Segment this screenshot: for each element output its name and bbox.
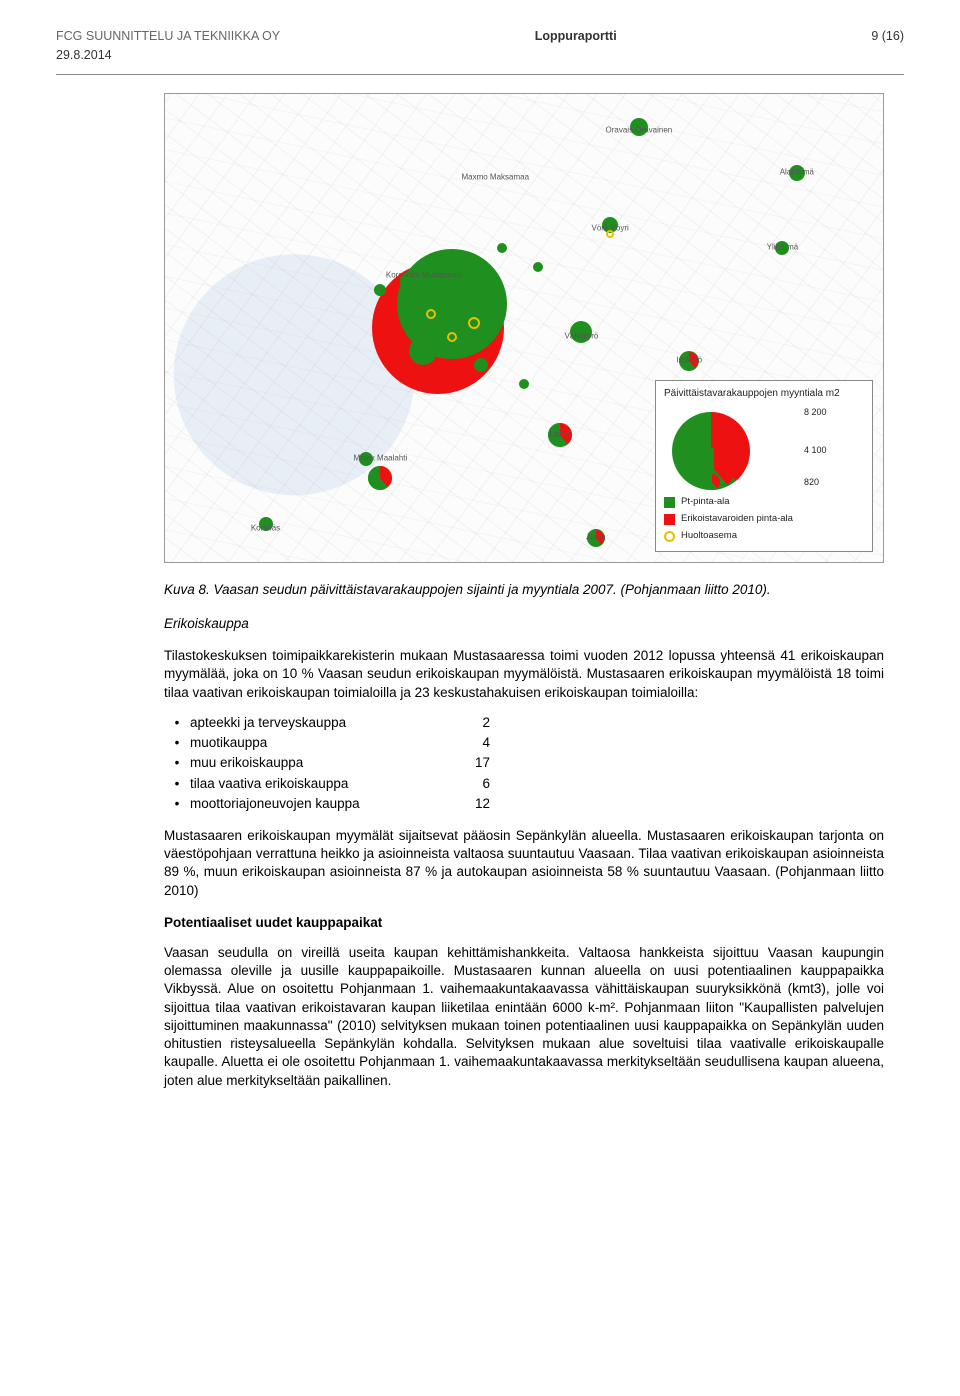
map-place-label: Laihia [549, 430, 570, 441]
bullet-label: apteekki ja terveyskauppa [190, 714, 450, 732]
bullet-value: 12 [450, 795, 490, 813]
bullet-label: muotikauppa [190, 734, 450, 752]
legend-v1: 8 200 [804, 406, 827, 418]
list-item: tilaa vaativa erikoiskauppa6 [164, 775, 884, 793]
bullet-list: apteekki ja terveyskauppa2muotikauppa4mu… [164, 714, 884, 813]
legend-row-pt: Pt-pinta-ala [664, 496, 864, 509]
para-1: Tilastokeskuksen toimipaikkarekisterin m… [164, 647, 884, 702]
list-item: muotikauppa4 [164, 734, 884, 752]
list-item: moottoriajoneuvojen kauppa12 [164, 795, 884, 813]
map-place-label: Isokyrö [676, 355, 702, 366]
map-place-label: Alahärmä [780, 168, 814, 179]
bullet-value: 4 [450, 734, 490, 752]
map-place-label: Malax Maalahti [353, 453, 407, 464]
map-place-label: Korsnäs [251, 524, 280, 535]
page-header: FCG SUUNNITTELU JA TEKNIIKKA OY Loppurap… [56, 28, 904, 45]
header-title: Loppuraportti [535, 28, 617, 45]
legend-row-erikois: Erikoistavaroiden pinta-ala [664, 513, 864, 526]
para-2: Mustasaaren erikoiskaupan myymälät sijai… [164, 827, 884, 900]
figure-caption: Kuva 8. Vaasan seudun päivittäistavaraka… [164, 581, 884, 599]
map-place-label: Oravais Oravainen [606, 126, 673, 137]
subheading-erikoiskauppa: Erikoiskauppa [164, 615, 884, 633]
map-figure: Oravais Oravainen Maxmo Maksamaa Alahärmä V… [164, 93, 884, 563]
subheading-potentiaaliset: Potentiaaliset uudet kauppapaikat [164, 914, 884, 932]
header-page: 9 (16) [871, 28, 904, 45]
legend-title: Päivittäistavarakauppojen myyntiala m2 [664, 387, 864, 401]
map-bubble [374, 284, 386, 296]
list-item: apteekki ja terveyskauppa2 [164, 714, 884, 732]
map-legend: Päivittäistavarakauppojen myyntiala m2 8… [655, 380, 873, 552]
swatch-ring-icon [664, 531, 675, 542]
swatch-green-icon [664, 497, 675, 508]
body-content: Kuva 8. Vaasan seudun päivittäistavaraka… [164, 581, 884, 1090]
header-org: FCG SUUNNITTELU JA TEKNIIKKA OY [56, 28, 280, 45]
map-bubble [497, 243, 507, 253]
map-place-label: Vörå Vöyri [591, 224, 628, 235]
bullet-value: 2 [450, 714, 490, 732]
map-place-label: Maxmo Maksamaa [461, 173, 529, 184]
swatch-red-icon [664, 514, 675, 525]
map-bubble [468, 317, 480, 329]
map-bubble [533, 262, 543, 272]
legend-row3-label: Huoltoasema [681, 530, 737, 543]
legend-row2-label: Erikoistavaroiden pinta-ala [681, 513, 793, 526]
map-bubble [519, 379, 529, 389]
map-place-label: Jurva [586, 533, 606, 544]
bullet-label: moottoriajoneuvojen kauppa [190, 795, 450, 813]
legend-v2: 4 100 [804, 444, 827, 456]
legend-row1-label: Pt-pinta-ala [681, 496, 730, 509]
map-place-label: Korsholm Mustasaari [386, 271, 461, 282]
map-pie [368, 466, 392, 490]
bullet-label: tilaa vaativa erikoiskauppa [190, 775, 450, 793]
map-bubble [474, 358, 488, 372]
bullet-value: 17 [450, 754, 490, 772]
legend-row-huolto: Huoltoasema [664, 530, 864, 543]
map-bubble [409, 337, 437, 365]
legend-v3: 820 [804, 476, 819, 488]
map-bubble [447, 332, 457, 342]
para-3: Vaasan seudulla on vireillä useita kaupa… [164, 944, 884, 1090]
bullet-label: muu erikoiskauppa [190, 754, 450, 772]
map-bubble [426, 309, 436, 319]
list-item: muu erikoiskauppa17 [164, 754, 884, 772]
map-place-label: Vähäkyrö [565, 332, 599, 343]
header-date: 29.8.2014 [56, 47, 904, 64]
map-place-label: Ylihärmä [767, 243, 799, 254]
bullet-value: 6 [450, 775, 490, 793]
legend-bubbles: 8 200 4 100 820 [664, 404, 864, 490]
header-divider [56, 74, 904, 75]
